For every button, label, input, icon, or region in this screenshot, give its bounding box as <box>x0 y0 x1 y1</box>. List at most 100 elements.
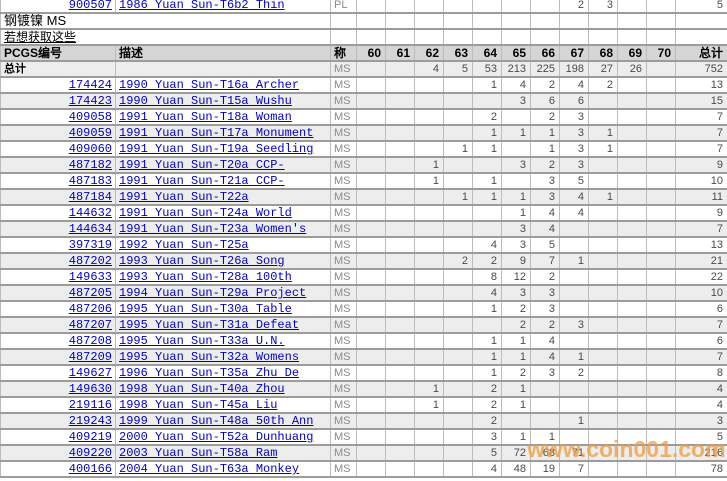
grade-70-cell <box>646 220 676 238</box>
grade-70-cell <box>646 332 676 350</box>
row-total-cell: 3 <box>675 412 727 430</box>
coin-description-link[interactable]: 1995 Yuan Sun-T31a Defeat <box>115 316 331 334</box>
grade-70-cell <box>646 204 676 222</box>
grade-60-cell <box>356 396 386 414</box>
coin-description-link[interactable]: 1990 Yuan Sun-T16a Archer <box>115 76 331 94</box>
pcgs-number-link[interactable]: 174423 <box>0 92 116 110</box>
grade-62-cell <box>414 188 444 206</box>
grade-empty-cell <box>530 12 560 30</box>
pcgs-number-link[interactable]: 409220 <box>0 444 116 462</box>
coin-description-link[interactable]: 1993 Yuan Sun-T26a Song <box>115 252 331 270</box>
coin-description-link[interactable]: 1991 Yuan Sun-T23a Women's <box>115 220 331 238</box>
pcgs-number-link[interactable]: 487182 <box>0 156 116 174</box>
grade-70-cell <box>646 124 676 142</box>
pcgs-number-link[interactable]: 900507 <box>0 0 116 14</box>
grade-62-cell <box>414 108 444 126</box>
coin-description-link[interactable]: 1993 Yuan Sun-T28a 100th <box>115 268 331 286</box>
coin-description-link[interactable]: 2000 Yuan Sun-T52a Dunhuang <box>115 428 331 446</box>
pcgs-number-link[interactable]: 149633 <box>0 268 116 286</box>
coin-description-link[interactable]: 1992 Yuan Sun-T25a <box>115 236 331 254</box>
pcgs-number-link[interactable]: 409058 <box>0 108 116 126</box>
coin-description-link[interactable]: 2003 Yuan Sun-T58a Ram <box>115 444 331 462</box>
grade-61-cell <box>385 92 415 110</box>
grade-70-cell <box>646 108 676 126</box>
table-row: 397319 1992 Yuan Sun-T25a MS 4 3 5 13 <box>0 236 727 254</box>
row-total-cell: 22 <box>675 268 727 286</box>
grade-67-cell <box>559 284 589 302</box>
coin-description-link[interactable]: 1991 Yuan Sun-T18a Woman <box>115 108 331 126</box>
table-row: 409219 2000 Yuan Sun-T52a Dunhuang MS 3 1 1 5 <box>0 428 727 446</box>
pcgs-number-link[interactable]: 487207 <box>0 316 116 334</box>
grade-63-cell <box>443 172 473 190</box>
pcgs-number-link[interactable]: 149630 <box>0 380 116 398</box>
grade-61-cell <box>385 156 415 174</box>
coin-description-link[interactable]: 1996 Yuan Sun-T35a Zhu De <box>115 364 331 382</box>
pcgs-number-link[interactable]: 487209 <box>0 348 116 366</box>
coin-description-link[interactable]: 1991 Yuan Sun-T19a Seedling <box>115 140 331 158</box>
coin-description-link[interactable]: 1994 Yuan Sun-T29a Project <box>115 284 331 302</box>
grade-empty-cell <box>530 28 560 46</box>
grade-61-cell <box>385 172 415 190</box>
grade-63-cell <box>443 124 473 142</box>
pcgs-number-link[interactable]: 487206 <box>0 300 116 318</box>
pcgs-number-link[interactable]: 219116 <box>0 396 116 414</box>
pcgs-number-link[interactable]: 144632 <box>0 204 116 222</box>
grade-66-cell: 2 <box>530 268 560 286</box>
grade-65-cell <box>501 108 531 126</box>
pcgs-number-link[interactable]: 219243 <box>0 412 116 430</box>
table-row: 149630 1998 Yuan Sun-T40a Zhou MS 1 2 1 4 <box>0 380 727 398</box>
pcgs-number-link[interactable]: 144634 <box>0 220 116 238</box>
grade-70-cell <box>646 188 676 206</box>
coin-description-link[interactable]: 1995 Yuan Sun-T30a Table <box>115 300 331 318</box>
coin-description-link[interactable]: 2004 Yuan Sun-T63a Monkey <box>115 460 331 478</box>
row-total-cell: 15 <box>675 92 727 110</box>
pcgs-number-link[interactable]: 487184 <box>0 188 116 206</box>
coin-description-link[interactable]: 1991 Yuan Sun-T20a CCP- <box>115 156 331 174</box>
table-row: 149627 1996 Yuan Sun-T35a Zhu De MS 1 2 3 2 8 <box>0 364 727 382</box>
designation-cell: MS <box>330 428 357 446</box>
coin-description-link[interactable]: 1999 Yuan Sun-T48a 50th Ann <box>115 412 331 430</box>
grade-64-cell: 8 <box>472 268 502 286</box>
totals-desc-cell <box>115 60 331 78</box>
row-total-cell <box>675 28 727 46</box>
pcgs-number-link[interactable]: 174424 <box>0 76 116 94</box>
grade-62-cell <box>414 284 444 302</box>
grade-66-cell <box>530 0 560 14</box>
grade-70-cell <box>646 348 676 366</box>
coin-description-link[interactable]: 1998 Yuan Sun-T40a Zhou <box>115 380 331 398</box>
pcgs-number-link[interactable]: 409060 <box>0 140 116 158</box>
pcgs-number-link[interactable]: 409219 <box>0 428 116 446</box>
coin-description-link[interactable]: 1986 Yuan Sun-T6b2 Thin <box>115 0 331 14</box>
pcgs-number-link[interactable]: 149627 <box>0 364 116 382</box>
pcgs-number-link[interactable]: 409059 <box>0 124 116 142</box>
row-total-cell: 10 <box>675 284 727 302</box>
coin-description-link[interactable]: 1991 Yuan Sun-T24a World <box>115 204 331 222</box>
grade-61-cell <box>385 124 415 142</box>
pcgs-number-link[interactable]: 487208 <box>0 332 116 350</box>
coin-description-link[interactable]: 1998 Yuan Sun-T45a Liu <box>115 396 331 414</box>
pcgs-number-link[interactable]: 487205 <box>0 284 116 302</box>
grade-67-cell: 3 <box>559 156 589 174</box>
pcgs-number-link[interactable]: 487202 <box>0 252 116 270</box>
grade-63-cell <box>443 460 473 478</box>
pcgs-number-link[interactable]: 400166 <box>0 460 116 478</box>
coin-description-link[interactable]: 1995 Yuan Sun-T33a U.N. <box>115 332 331 350</box>
obtain-these-link[interactable]: 若想获取这些 <box>0 28 331 46</box>
row-total-cell: 5 <box>675 428 727 446</box>
grade-62-cell <box>414 300 444 318</box>
coin-description-link[interactable]: 1995 Yuan Sun-T32a Womens <box>115 348 331 366</box>
header-grade-63: 63 <box>443 44 473 62</box>
coin-description-link[interactable]: 1991 Yuan Sun-T21a CCP- <box>115 172 331 190</box>
grade-64-cell: 1 <box>472 76 502 94</box>
grade-66-cell: 4 <box>530 220 560 238</box>
coin-description-link[interactable]: 1991 Yuan Sun-T17a Monument <box>115 124 331 142</box>
coin-description-link[interactable]: 1991 Yuan Sun-T22a <box>115 188 331 206</box>
grade-69-cell <box>617 172 647 190</box>
grade-68-cell <box>588 396 618 414</box>
coin-description-link[interactable]: 1990 Yuan Sun-T15a Wushu <box>115 92 331 110</box>
pcgs-number-link[interactable]: 487183 <box>0 172 116 190</box>
pcgs-number-link[interactable]: 397319 <box>0 236 116 254</box>
designation-cell: MS <box>330 460 357 478</box>
grade-68-cell <box>588 108 618 126</box>
